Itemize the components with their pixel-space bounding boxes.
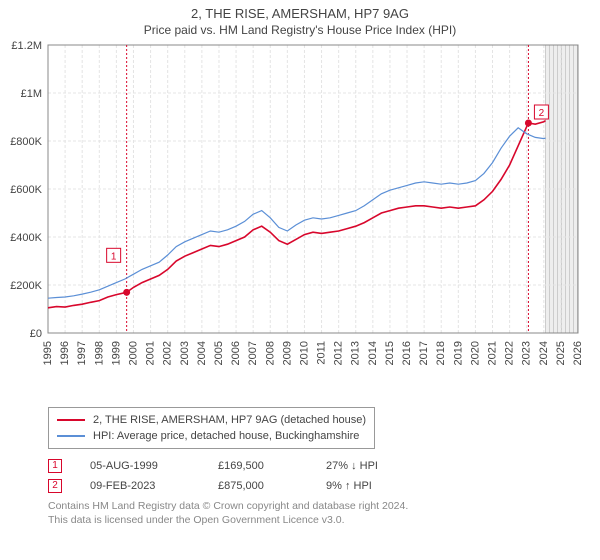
svg-text:2005: 2005 [213, 341, 225, 365]
svg-text:2012: 2012 [333, 341, 345, 365]
svg-text:2006: 2006 [230, 341, 242, 365]
attribution-line: Contains HM Land Registry data © Crown c… [48, 499, 570, 513]
legend-label: HPI: Average price, detached house, Buck… [93, 428, 359, 444]
svg-text:1996: 1996 [59, 341, 71, 365]
svg-text:1997: 1997 [76, 341, 88, 365]
svg-text:2009: 2009 [281, 341, 293, 365]
svg-text:2014: 2014 [367, 341, 379, 365]
legend-box: 2, THE RISE, AMERSHAM, HP7 9AG (detached… [48, 407, 375, 449]
svg-text:2: 2 [539, 108, 545, 119]
svg-text:£600K: £600K [10, 184, 42, 196]
attribution-text: Contains HM Land Registry data © Crown c… [48, 499, 570, 527]
sale-marker-box: 2 [48, 479, 62, 493]
svg-text:£0: £0 [30, 328, 42, 340]
svg-text:2021: 2021 [487, 341, 499, 365]
svg-text:2002: 2002 [162, 341, 174, 365]
svg-text:£1M: £1M [21, 88, 42, 100]
svg-text:2001: 2001 [145, 341, 157, 365]
svg-text:£400K: £400K [10, 232, 42, 244]
svg-text:2016: 2016 [401, 341, 413, 365]
svg-text:2008: 2008 [264, 341, 276, 365]
svg-text:1999: 1999 [110, 341, 122, 365]
attribution-line: This data is licensed under the Open Gov… [48, 513, 570, 527]
svg-text:2026: 2026 [572, 341, 584, 365]
svg-text:2024: 2024 [538, 341, 550, 365]
chart-plot-area: £0 £200K £400K £600K £800K £1M £1.2M 1995 1996 19… [0, 41, 600, 401]
legend-swatch [57, 419, 85, 421]
svg-text:2004: 2004 [196, 341, 208, 365]
sale-date: 09-FEB-2023 [90, 480, 190, 492]
svg-text:2003: 2003 [179, 341, 191, 365]
sale-delta: 27% ↓ HPI [326, 460, 378, 472]
svg-text:£1.2M: £1.2M [11, 41, 42, 52]
chart-title-line1: 2, THE RISE, AMERSHAM, HP7 9AG [0, 0, 600, 21]
svg-text:2018: 2018 [435, 341, 447, 365]
legend-item: HPI: Average price, detached house, Buck… [57, 428, 366, 444]
svg-text:2025: 2025 [555, 341, 567, 365]
chart-title-line2: Price paid vs. HM Land Registry's House … [0, 21, 600, 41]
sale-delta: 9% ↑ HPI [326, 480, 372, 492]
svg-text:2019: 2019 [452, 341, 464, 365]
svg-text:2015: 2015 [384, 341, 396, 365]
sales-table: 1 05-AUG-1999 £169,500 27% ↓ HPI 2 09-FE… [48, 459, 570, 493]
sale-price: £169,500 [218, 460, 298, 472]
svg-text:£200K: £200K [10, 280, 42, 292]
svg-text:2020: 2020 [469, 341, 481, 365]
svg-text:2013: 2013 [350, 341, 362, 365]
svg-text:£800K: £800K [10, 136, 42, 148]
svg-text:2000: 2000 [127, 341, 139, 365]
sale-row: 2 09-FEB-2023 £875,000 9% ↑ HPI [48, 479, 570, 493]
legend-item: 2, THE RISE, AMERSHAM, HP7 9AG (detached… [57, 412, 366, 428]
svg-text:2022: 2022 [504, 341, 516, 365]
legend-swatch [57, 435, 85, 437]
sale-row: 1 05-AUG-1999 £169,500 27% ↓ HPI [48, 459, 570, 473]
svg-text:2023: 2023 [521, 341, 533, 365]
chart-container: 2, THE RISE, AMERSHAM, HP7 9AG Price pai… [0, 0, 600, 560]
svg-text:1: 1 [111, 251, 117, 262]
svg-text:2011: 2011 [316, 341, 328, 365]
sale-date: 05-AUG-1999 [90, 460, 190, 472]
svg-text:2017: 2017 [418, 341, 430, 365]
svg-text:2007: 2007 [247, 341, 259, 365]
legend-label: 2, THE RISE, AMERSHAM, HP7 9AG (detached… [93, 412, 366, 428]
svg-text:1995: 1995 [42, 341, 54, 365]
svg-text:2010: 2010 [298, 341, 310, 365]
chart-svg: £0 £200K £400K £600K £800K £1M £1.2M 1995 1996 19… [0, 41, 600, 401]
svg-text:1998: 1998 [93, 341, 105, 365]
sale-price: £875,000 [218, 480, 298, 492]
sale-marker-box: 1 [48, 459, 62, 473]
